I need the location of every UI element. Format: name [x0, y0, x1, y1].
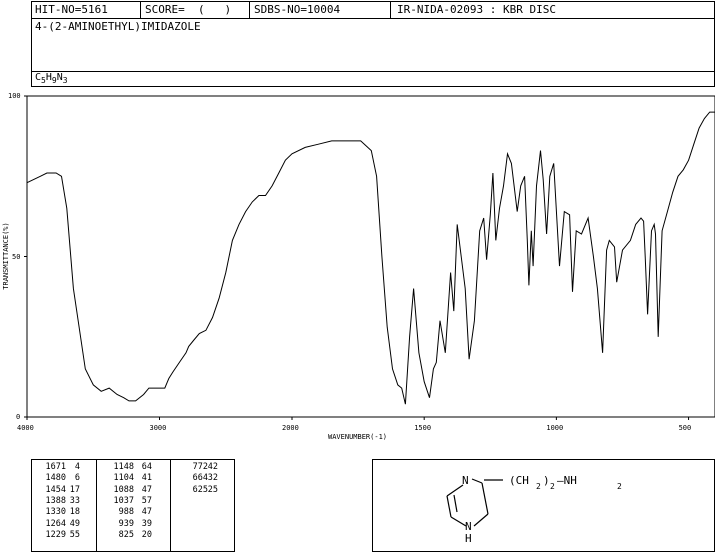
peak-transmittance: 25 [207, 484, 218, 495]
compound-name: 4-(2-AMINOETHYL)IMIDAZOLE [35, 20, 201, 33]
ir-spectrum-chart [24, 95, 715, 420]
peak-table [31, 459, 235, 552]
header-divider-1 [140, 1, 141, 19]
score: SCORE= ( ) [145, 3, 232, 16]
peak-transmittance: 47 [141, 507, 152, 518]
peak-wavenumber: 825 [118, 529, 134, 540]
peak-transmittance: 49 [69, 518, 80, 529]
peak-wavenumber: 1388 [45, 495, 66, 506]
formula-h-count: 9 [51, 76, 57, 85]
peak-wavenumber: 1037 [113, 495, 134, 506]
formula-n: N [56, 72, 63, 83]
peak-transmittance: 32 [207, 473, 218, 484]
peak-wavenumber: 1330 [45, 507, 66, 518]
peak-wavenumber: 1480 [45, 473, 66, 484]
peak-wavenumber: 1148 [113, 462, 134, 472]
x-tick-label: 3000 [149, 424, 167, 432]
x-tick-label: 1000 [546, 424, 564, 432]
x-tick-label: 500 [678, 424, 692, 432]
y-tick-label: 50 [12, 252, 21, 261]
peak-wavenumber: 1454 [45, 484, 66, 495]
peak-table-divider-1 [96, 459, 97, 552]
peak-transmittance: 20 [141, 529, 152, 540]
formula-c-count: 5 [41, 76, 46, 85]
peak-transmittance: 33 [69, 495, 80, 506]
molecular-formula: C5H9N3 [35, 71, 68, 88]
hit-number: HIT-NO=5161 [35, 3, 108, 16]
peak-wavenumber: 772 [192, 462, 208, 472]
peak-transmittance: 4 [74, 462, 80, 472]
peak-wavenumber: 988 [118, 507, 134, 518]
structure-box [372, 459, 715, 552]
peak-transmittance: 41 [141, 473, 152, 484]
peak-transmittance: 18 [69, 507, 80, 518]
sdbs-number: SDBS-NO=10004 [254, 3, 341, 16]
peak-wavenumber: 1088 [113, 484, 134, 495]
spectrum-line [26, 111, 715, 405]
x-tick-label: 2000 [282, 424, 299, 432]
y-axis-label: TRANSMITTANCE(%) [2, 222, 10, 290]
peak-wavenumber: 939 [118, 518, 134, 529]
y-tick-label: 0 [16, 413, 21, 421]
peak-transmittance: 39 [141, 518, 152, 529]
x-axis-label: WAVENUMBER(-1) [328, 433, 388, 441]
axis-ticks [24, 95, 690, 420]
peak-transmittance: 57 [141, 495, 152, 506]
header-divider-3 [390, 1, 391, 19]
peak-wavenumber: 1671 [45, 462, 66, 472]
formula-n-count: 3 [62, 76, 68, 85]
y-tick-label: 100 [8, 92, 21, 100]
formula-c: C [35, 72, 42, 83]
peak-wavenumber: 1264 [45, 518, 66, 529]
peak-wavenumber: 1104 [113, 473, 134, 484]
peak-transmittance: 42 [207, 462, 218, 472]
peak-wavenumber: 664 [192, 473, 208, 484]
peak-wavenumber: 625 [192, 484, 208, 495]
measurement-method: IR-NIDA-02093 : KBR DISC [397, 3, 556, 16]
x-tick-label: 4000 [17, 424, 34, 432]
peak-table-divider-2 [170, 459, 171, 552]
peak-transmittance: 17 [69, 484, 80, 495]
peak-transmittance: 47 [141, 484, 152, 495]
peak-transmittance: 6 [74, 473, 80, 484]
peak-transmittance: 64 [141, 462, 152, 472]
peak-transmittance: 55 [69, 529, 80, 540]
formula-h: H [45, 72, 52, 83]
x-tick-label: 1500 [414, 424, 432, 432]
header-divider-2 [249, 1, 250, 19]
plot-frame [26, 95, 715, 418]
peak-wavenumber: 1229 [45, 529, 66, 540]
